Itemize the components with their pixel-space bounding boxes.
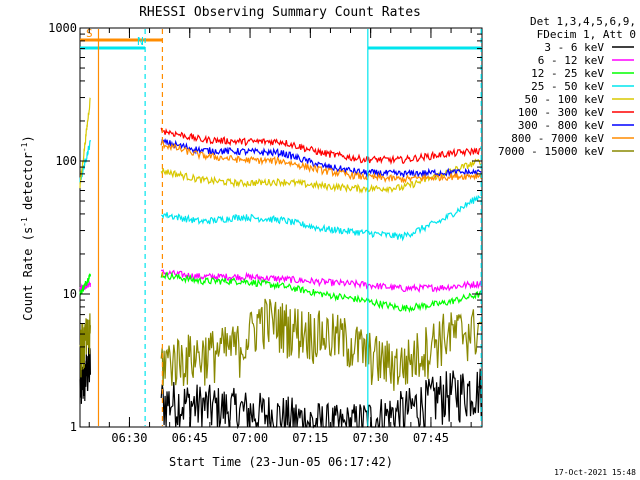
series-post-line <box>160 138 482 178</box>
marker-layer <box>97 29 482 426</box>
y-tick-label: 1000 <box>48 21 77 35</box>
series-post-line <box>160 368 482 430</box>
flag-bar-unlabeled <box>367 46 482 50</box>
series-post-line <box>160 140 482 184</box>
series-post-line <box>160 158 482 194</box>
series-pre-line <box>79 97 91 189</box>
legend: Det 1,3,4,5,6,9, FDecim 1, Att 0 3 - 6 k… <box>498 15 636 158</box>
series-7000-15000-kev <box>79 298 482 391</box>
y-axis-label-exp2: -1 <box>20 142 29 152</box>
legend-label-12-25-kev: 12 - 25 keV <box>531 67 604 80</box>
legend-header-line-2: FDecim 1, Att 0 <box>537 28 636 41</box>
legend-header-line-1: Det 1,3,4,5,6,9, <box>530 15 636 28</box>
series-6-12-kev <box>79 269 482 294</box>
flag-label-s: S <box>86 27 93 40</box>
series-3-6-kev <box>79 346 482 430</box>
y-axis-label-exp1: -1 <box>20 217 29 227</box>
series-post-line <box>161 194 482 242</box>
series-12-25-kev <box>79 271 482 314</box>
flag-bar-n <box>80 46 146 50</box>
flag-bar-s <box>80 38 163 42</box>
y-tick-label: 1 <box>70 420 77 434</box>
flag-label-n: N <box>137 35 144 48</box>
series-post-line <box>160 298 482 391</box>
legend-label-300-800-kev: 300 - 800 keV <box>518 119 604 132</box>
series-800-7000-kev <box>160 140 482 184</box>
series-50-100-kev <box>79 97 482 194</box>
series-post-line <box>160 127 482 166</box>
legend-label-100-300-kev: 100 - 300 keV <box>518 106 604 119</box>
y-axis-label: Count Rate (s-1 detector-1) <box>20 135 35 320</box>
legend-label-6-12-kev: 6 - 12 keV <box>538 54 605 67</box>
y-axis-label-mid: detector <box>21 152 35 217</box>
flag-layer: SN <box>80 27 482 50</box>
date-stamp: 17-Oct-2021 15:48 <box>554 468 636 477</box>
x-tick-label: 07:15 <box>292 431 328 445</box>
series-100-300-kev <box>160 127 482 166</box>
x-tick-label: 07:45 <box>413 431 449 445</box>
series-layer <box>79 97 482 430</box>
y-tick-label: 10 <box>63 287 77 301</box>
series-post-line <box>160 269 482 294</box>
series-pre-line <box>79 313 91 378</box>
series-pre-line <box>79 273 91 296</box>
legend-label-7000-15000-kev: 7000 - 15000 keV <box>498 145 604 158</box>
chart-title: RHESSI Observing Summary Count Rates <box>139 5 421 20</box>
y-axis-label-main: Count Rate (s <box>21 227 35 321</box>
y-axis-label-close: ) <box>21 135 35 142</box>
x-axis-label: Start Time (23-Jun-05 06:17:42) <box>169 455 393 469</box>
series-pre-line <box>79 280 91 292</box>
series-post-line <box>160 271 482 314</box>
legend-label-50-100-kev: 50 - 100 keV <box>525 93 605 106</box>
axes-layer: 1 10 100 1000 06:30 06:45 07:00 07:15 07:30 07:45 <box>48 21 482 445</box>
legend-label-25-50-kev: 25 - 50 keV <box>531 80 604 93</box>
x-tick-label: 06:45 <box>172 431 208 445</box>
series-300-800-kev <box>160 138 482 178</box>
x-tick-label: 07:00 <box>232 431 268 445</box>
legend-label-3-6-kev: 3 - 6 keV <box>544 41 604 54</box>
x-tick-label: 07:30 <box>353 431 389 445</box>
legend-label-800-7000-kev: 800 - 7000 keV <box>511 132 604 145</box>
y-tick-label: 100 <box>55 154 77 168</box>
x-tick-label: 06:30 <box>111 431 147 445</box>
